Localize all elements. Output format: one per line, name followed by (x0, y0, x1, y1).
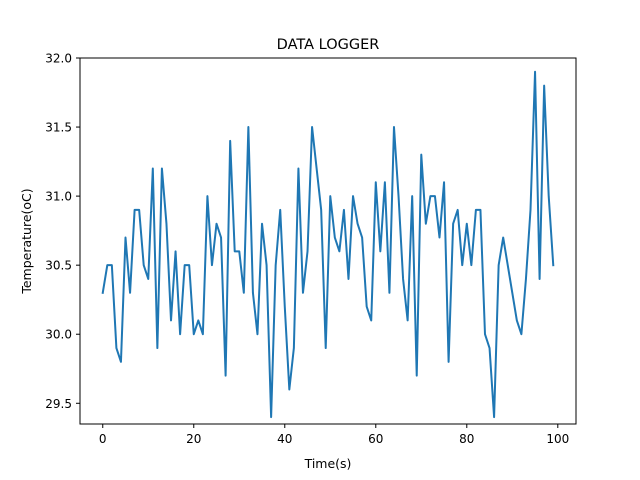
y-tick-label: 30.0 (45, 328, 72, 342)
y-tick-label: 29.5 (45, 397, 72, 411)
y-tick-label: 30.5 (45, 259, 72, 273)
x-tick-label: 20 (186, 432, 201, 446)
series-line-0 (101, 70, 555, 419)
x-axis-label: Time(s) (304, 456, 352, 471)
x-tick-label: 40 (277, 432, 292, 446)
x-tick-label: 60 (368, 432, 383, 446)
y-tick-label: 32.0 (45, 52, 72, 66)
chart-title: DATA LOGGER (277, 37, 380, 53)
axes-frame (79, 57, 577, 425)
x-axis-ticks: 0 20 40 60 80 100 (99, 424, 569, 446)
x-tick-label: 80 (459, 432, 474, 446)
x-tick-label: 0 (99, 432, 107, 446)
x-tick-label: 100 (546, 432, 569, 446)
plot-area (79, 57, 577, 425)
y-tick-label: 31.0 (45, 190, 72, 204)
y-axis-label: Temperature(oC) (19, 188, 34, 294)
y-axis-ticks: 29.5 30.0 30.5 31.0 31.5 32.0 (45, 52, 80, 411)
y-tick-label: 31.5 (45, 121, 72, 135)
